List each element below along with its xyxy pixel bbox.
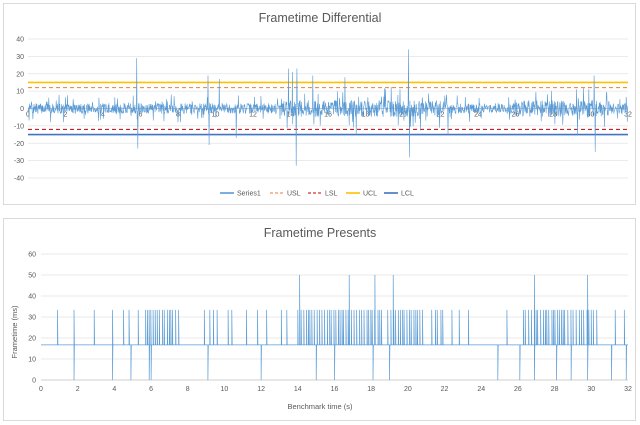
legend-label-usl: USL [287,191,301,198]
series-series1-line [41,274,628,381]
x-tick-label: 30 [587,386,595,393]
x-tick-label: 28 [549,112,557,119]
x-tick-labels: 0 2 4 6 8 10 12 14 16 18 20 22 24 26 28 30 32 [39,386,632,393]
x-tick-label: 2 [64,112,68,119]
x-tick-label: 6 [149,386,153,393]
y-tick-label: 0 [32,378,36,385]
x-tick-label: 20 [399,112,407,119]
x-tick-label: 32 [624,386,632,393]
x-tick-label: 18 [362,112,370,119]
legend: Series1 USL LSL UCL LCL [220,191,414,198]
x-tick-label: 14 [294,386,302,393]
y-tick-label: 20 [16,71,24,78]
x-tick-label: 16 [324,112,332,119]
chart-title: Frametime Differential [259,11,382,25]
x-tick-label: 4 [112,386,116,393]
x-tick-label: 32 [624,112,632,119]
x-tick-label: 4 [101,112,105,119]
y-tick-label: -30 [14,158,24,165]
y-tick-label: -10 [14,123,24,130]
x-tick-label: 22 [437,112,445,119]
y-tick-label: -40 [14,176,24,183]
y-tick-label: 20 [28,336,36,343]
x-tick-label: 14 [287,112,295,119]
x-axis-title: Benchmark time (s) [287,402,353,411]
differential-chart-svg: Frametime Differential 0 2 4 6 8 10 12 14 16 18 20… [14,11,632,198]
x-tick-label: 24 [477,386,485,393]
y-tick-label: 10 [16,89,24,96]
y-axis-title: Frametime (ms) [10,305,19,358]
chart-title: Frametime Presents [264,226,377,240]
x-tick-label: 26 [514,386,522,393]
x-tick-label: 6 [139,112,143,119]
x-tick-label: 18 [367,386,375,393]
y-tick-label: 50 [28,273,36,280]
series-lines [27,49,629,166]
y-tick-label: 0 [20,106,24,113]
x-tick-label: 12 [249,112,257,119]
x-tick-label: 16 [331,386,339,393]
presents-chart-svg: Frametime Presents 0 2 4 6 8 10 12 14 16 18 20 22 24… [10,226,632,411]
legend-label-lcl: LCL [401,191,414,198]
y-tick-label: -20 [14,141,24,148]
frametime-presents-chart: Frametime Presents 0 2 4 6 8 10 12 14 16 18 20 22 24… [3,218,636,421]
x-tick-label: 10 [221,386,229,393]
y-tick-label: 40 [28,294,36,301]
y-tick-labels: 0 10 20 30 40 50 60 [28,252,36,385]
x-tick-label: 8 [186,386,190,393]
x-tick-label: 0 [39,386,43,393]
frametime-differential-chart: Frametime Differential 0 2 4 6 8 10 12 14 16 18 20… [3,3,636,205]
legend-label-lsl: LSL [325,191,338,198]
x-tick-label: 12 [257,386,265,393]
y-tick-label: 30 [16,54,24,61]
y-tick-label: 40 [16,37,24,44]
y-tick-label: 60 [28,252,36,259]
series-lines [41,274,628,381]
y-tick-label: 30 [28,315,36,322]
x-tick-label: 24 [474,112,482,119]
x-tick-label: 28 [551,386,559,393]
x-tick-label: 20 [404,386,412,393]
x-tick-label: 22 [441,386,449,393]
y-tick-label: 10 [28,357,36,364]
legend-label-series1: Series1 [237,191,261,198]
x-tick-label: 0 [26,112,30,119]
legend-label-ucl: UCL [363,191,377,198]
series-series1-line [27,49,629,166]
x-tick-label: 2 [76,386,80,393]
y-tick-labels: -40 -30 -20 -10 0 10 20 30 40 [14,37,24,183]
x-tick-label: 30 [587,112,595,119]
